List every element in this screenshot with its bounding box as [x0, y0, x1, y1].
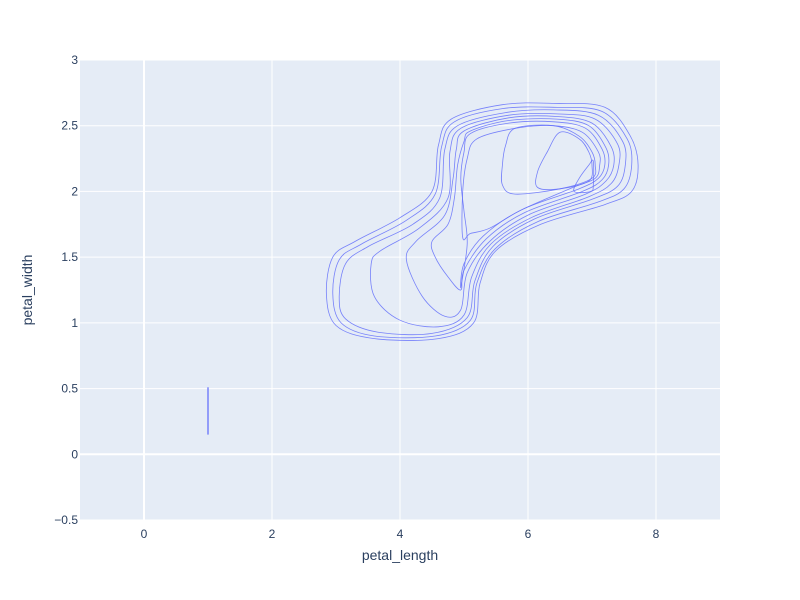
y-tick-label: 2	[71, 184, 78, 198]
contour-line	[535, 131, 593, 191]
x-tick-label: 8	[653, 527, 660, 541]
y-tick-label: 0	[71, 447, 78, 461]
y-tick-label: 0.5	[61, 382, 78, 396]
y-tick-label: 3	[71, 53, 78, 67]
contour-line	[461, 125, 601, 241]
grid-lines	[80, 59, 720, 521]
x-tick-label: 2	[269, 527, 276, 541]
y-axis-title: petal_width	[19, 255, 35, 326]
x-tick-labels: 0 2 4 6 8	[141, 527, 660, 541]
contour-lines	[325, 102, 639, 341]
contour-line	[338, 109, 627, 336]
x-axis-title: petal_length	[362, 547, 438, 563]
y-tick-label: 2.5	[61, 119, 78, 133]
contour-line	[332, 106, 633, 339]
contour-line	[325, 102, 639, 341]
y-tick-label: 1.5	[61, 250, 78, 264]
contour-line	[405, 115, 615, 318]
x-tick-label: 0	[141, 527, 148, 541]
x-tick-label: 4	[397, 527, 404, 541]
contour-line	[430, 118, 610, 291]
y-tick-label: 1	[71, 316, 78, 330]
contour-line	[573, 159, 595, 194]
x-tick-label: 6	[525, 527, 532, 541]
y-tick-label: −0.5	[54, 513, 78, 527]
contour-line	[370, 112, 621, 328]
contour-line	[500, 124, 597, 195]
y-tick-labels: −0.5 0 0.5 1 1.5 2 2.5 3	[54, 53, 78, 527]
zero-lines	[80, 60, 720, 520]
